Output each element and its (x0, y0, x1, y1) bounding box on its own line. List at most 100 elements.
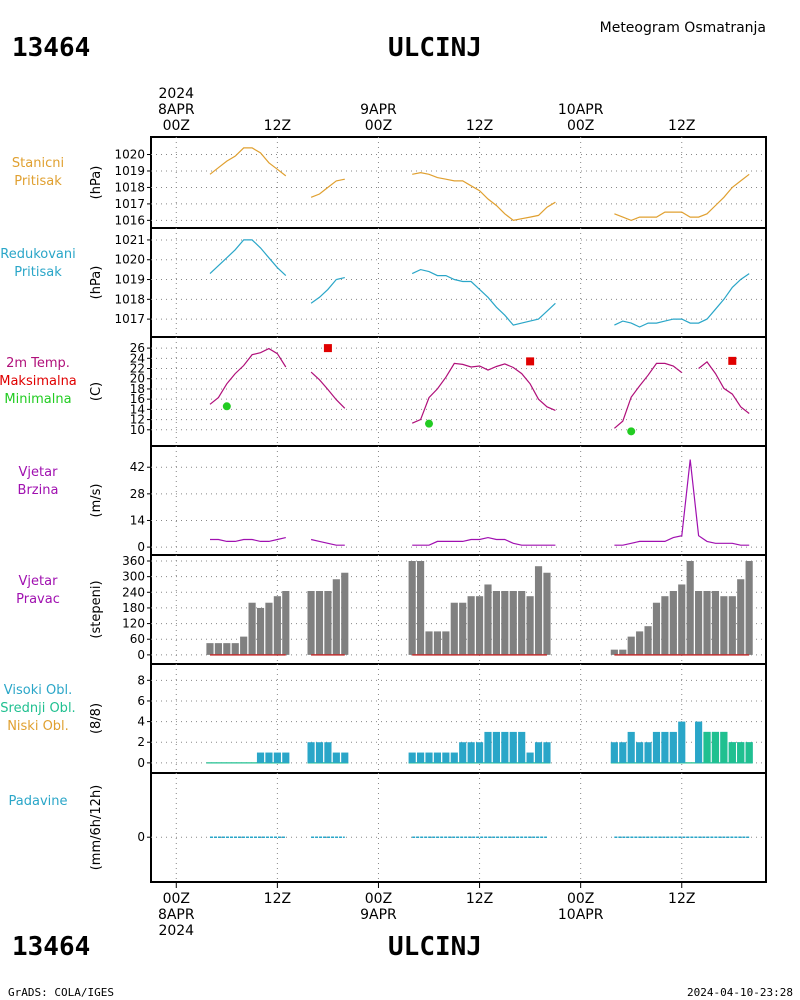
y-tick-label: 1019 (114, 273, 145, 287)
cloud-bar (459, 742, 467, 763)
cloud-bar (711, 731, 720, 763)
y-tick-label: 60 (130, 632, 145, 646)
cloud-bar (341, 752, 349, 763)
wind-dir-bar (324, 590, 332, 655)
wind-dir-bar (214, 643, 222, 655)
cloud-bar (745, 742, 753, 763)
y-tick-label: 0 (137, 830, 145, 844)
cloud-bar (408, 752, 416, 763)
cloud-bar (509, 731, 517, 763)
wind-dir-bar (619, 649, 627, 655)
cloud-bar (265, 752, 273, 763)
series-line (310, 371, 346, 409)
y-tick-label: 26 (130, 341, 145, 355)
bottom-time-label: 9APR (360, 907, 397, 923)
wind-dir-bar (315, 590, 324, 655)
y-tick-label: 42 (130, 460, 145, 474)
top-time-label: 12Z (668, 118, 695, 134)
bottom-time-label: 12Z (668, 891, 695, 907)
panel-label: Stanicni (12, 156, 64, 171)
top-time-label: 10APR (558, 102, 604, 118)
wind-dir-bar (737, 579, 745, 655)
wind-dir-bar (341, 572, 349, 655)
top-time-label: 9APR (360, 102, 397, 118)
cloud-bar (518, 731, 526, 763)
cloud-bar (661, 731, 669, 763)
cloud-bar (273, 752, 281, 763)
y-axis-label: (mm/6h/12h) (89, 785, 104, 871)
panel-frame (150, 227, 767, 338)
wind-dir-bar (231, 643, 239, 655)
wind-dir-bar (745, 561, 753, 655)
cloud-bar (425, 752, 433, 763)
cloud-bar (256, 752, 265, 763)
cloud-bar (610, 742, 618, 763)
bottom-time-label: 2024 (158, 923, 194, 939)
station-name-bottom: ULCINJ (388, 932, 482, 962)
bottom-time-label: 12Z (466, 891, 493, 907)
series-line (614, 173, 750, 222)
top-time-label: 00Z (365, 118, 392, 134)
station-id-top: 13464 (12, 33, 90, 63)
cloud-bar (703, 731, 711, 763)
wind-dir-bar (720, 596, 728, 655)
y-tick-label: 4 (137, 715, 145, 729)
y-tick-label: 16 (130, 392, 145, 406)
series-line (614, 362, 683, 429)
wind-dir-bar (534, 566, 543, 655)
cloud-bar (307, 742, 315, 763)
wind-dir-bar (417, 561, 425, 655)
wind-dir-bar (728, 596, 736, 655)
y-tick-label: 20 (130, 372, 145, 386)
wind-dir-bar (484, 584, 492, 655)
y-axis-label: (hPa) (89, 166, 104, 200)
bottom-time-label: 00Z (365, 891, 392, 907)
wind-dir-bar (610, 649, 618, 655)
wind-dir-bar (408, 561, 416, 655)
cloud-bar (332, 752, 340, 763)
y-axis-label: (m/s) (89, 484, 104, 518)
series-line (209, 239, 287, 277)
wind-dir-bar (644, 626, 652, 655)
cloud-bar (501, 731, 509, 763)
cloud-bar (484, 731, 492, 763)
cloud-bar (543, 742, 551, 763)
series-line (412, 536, 556, 546)
wind-dir-bar (695, 590, 703, 655)
cloud-bar (695, 721, 703, 763)
min-temp-marker (222, 402, 231, 411)
cloud-bar (315, 742, 324, 763)
wind-dir-bar (240, 636, 248, 655)
y-axis-label: (stepeni) (89, 580, 104, 638)
max-temp-marker (526, 357, 535, 366)
panel-frame (150, 772, 767, 883)
y-tick-label: 1019 (114, 164, 145, 178)
series-line (310, 178, 345, 198)
wind-dir-bar (307, 590, 315, 655)
wind-dir-bar (678, 584, 686, 655)
cloud-bar (467, 742, 475, 763)
min-temp-marker (627, 427, 636, 436)
y-tick-label: 360 (122, 554, 145, 568)
panel-label: Pritisak (14, 174, 62, 189)
cloud-bar (619, 742, 627, 763)
bottom-time-label: 00Z (163, 891, 190, 907)
wind-dir-bar (526, 596, 534, 655)
panel-clouds: 0 2 4 6 8 (8/8) Visoki Obl. Srednji Obl. Niski O… (0, 663, 767, 774)
panel-label: Minimalna (4, 392, 71, 407)
wind-dir-bar (518, 590, 526, 655)
cloud-bar (526, 752, 534, 763)
series-line (614, 459, 750, 546)
panel-label: Pritisak (14, 265, 62, 280)
cloud-bar (433, 752, 442, 763)
cloud-bar (636, 742, 644, 763)
cloud-bar (417, 752, 425, 763)
cloud-bar (324, 742, 332, 763)
y-tick-label: 0 (137, 648, 145, 662)
panel-sea_pressure: 1017 1018 1019 1020 1021 (hPa) Redukovani Priti… (0, 227, 767, 338)
max-temp-marker (728, 356, 737, 365)
wind-dir-bar (433, 631, 442, 655)
series-line (310, 277, 345, 304)
